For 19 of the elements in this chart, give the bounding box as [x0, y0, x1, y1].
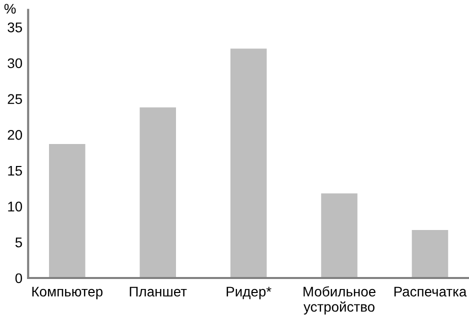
x-tick-label: Ридер*	[226, 286, 272, 300]
x-tick-label: Планшет	[130, 286, 187, 297]
y-tick-label: 15	[8, 166, 22, 176]
y-tick-label: 5	[15, 238, 22, 248]
y-tick-label: 20	[8, 130, 22, 140]
bar	[140, 107, 176, 278]
y-tick-label: 0	[15, 273, 22, 284]
bar	[49, 144, 86, 278]
y-tick-label: 30	[8, 58, 22, 68]
x-tick-label: Мобильное устройство	[304, 286, 376, 315]
y-tick-label: 35	[8, 22, 22, 32]
y-tick-label: 25	[8, 94, 22, 104]
bar	[321, 193, 358, 278]
bar	[230, 48, 267, 278]
y-tick-label: 10	[8, 202, 22, 212]
x-tick-label: Распечатка	[394, 286, 467, 297]
y-axis-title: %	[4, 4, 16, 14]
x-tick-label: Компьютер	[32, 286, 103, 300]
bar	[412, 230, 448, 278]
